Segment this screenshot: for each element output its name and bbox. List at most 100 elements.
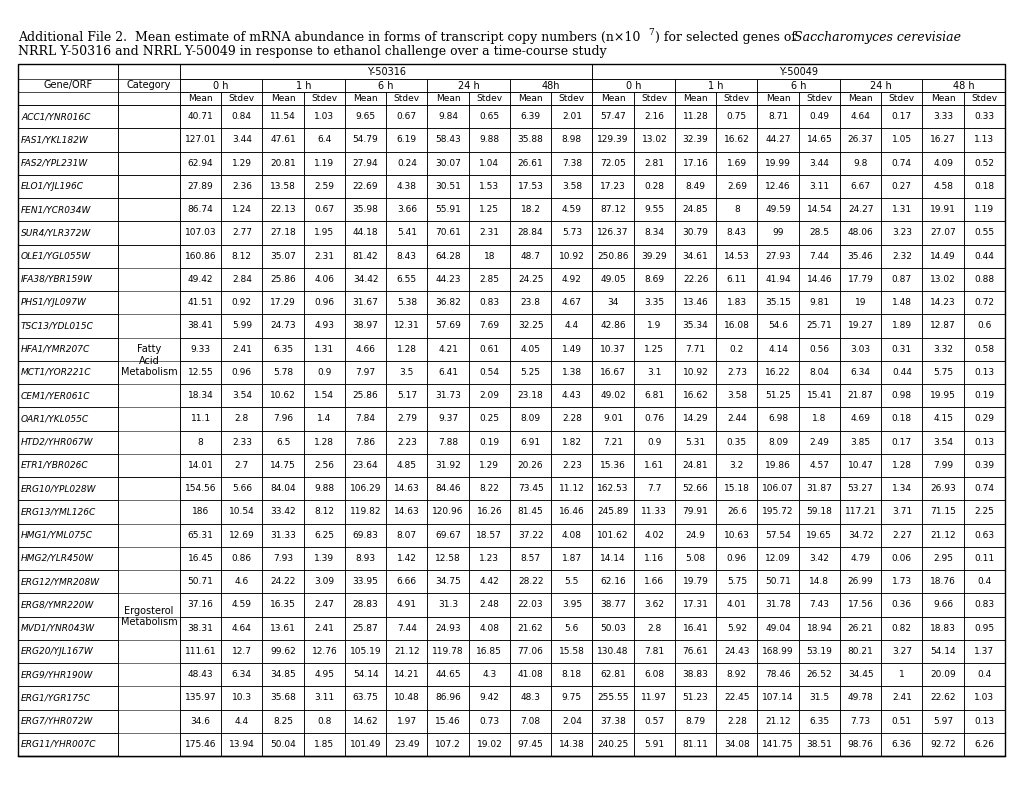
Text: 9.75: 9.75 xyxy=(561,693,582,702)
Text: 18.34: 18.34 xyxy=(187,391,213,400)
Bar xyxy=(921,79,1004,92)
Bar xyxy=(592,407,633,430)
Bar xyxy=(675,500,715,523)
Text: 14.53: 14.53 xyxy=(723,251,749,261)
Bar xyxy=(675,361,715,384)
Text: 186: 186 xyxy=(192,507,209,516)
Text: 7.86: 7.86 xyxy=(356,437,375,447)
Text: 1.25: 1.25 xyxy=(479,205,499,214)
Text: 84.04: 84.04 xyxy=(270,484,296,493)
Bar xyxy=(427,175,469,198)
Text: 3.71: 3.71 xyxy=(891,507,911,516)
Bar xyxy=(840,733,880,756)
Text: 64.28: 64.28 xyxy=(435,251,461,261)
Text: CEM1/YER061C: CEM1/YER061C xyxy=(21,391,91,400)
Bar xyxy=(262,221,304,244)
Text: ERG12/YMR208W: ERG12/YMR208W xyxy=(21,577,100,586)
Bar xyxy=(550,314,592,337)
Text: 1.85: 1.85 xyxy=(314,740,334,749)
Bar xyxy=(469,384,510,407)
Bar xyxy=(179,128,221,151)
Text: 1.28: 1.28 xyxy=(314,437,334,447)
Bar xyxy=(18,500,118,523)
Bar xyxy=(344,430,386,454)
Text: 9.81: 9.81 xyxy=(808,298,828,307)
Bar xyxy=(675,686,715,709)
Text: 70.61: 70.61 xyxy=(435,229,461,237)
Bar xyxy=(633,291,675,314)
Bar xyxy=(469,198,510,221)
Bar xyxy=(840,291,880,314)
Bar xyxy=(592,616,633,640)
Bar xyxy=(262,79,344,92)
Bar xyxy=(427,407,469,430)
Bar xyxy=(304,570,344,593)
Bar xyxy=(18,198,118,221)
Bar xyxy=(921,407,963,430)
Text: 0.54: 0.54 xyxy=(479,368,499,377)
Text: 4.21: 4.21 xyxy=(438,344,458,354)
Text: 6.81: 6.81 xyxy=(644,391,663,400)
Bar xyxy=(262,733,304,756)
Text: 3.1: 3.1 xyxy=(646,368,661,377)
Bar xyxy=(592,570,633,593)
Bar xyxy=(262,640,304,663)
Text: 24.22: 24.22 xyxy=(270,577,296,586)
Bar xyxy=(179,686,221,709)
Bar xyxy=(18,384,118,407)
Text: 9.8: 9.8 xyxy=(853,158,867,168)
Bar xyxy=(963,337,1004,361)
Text: 0.19: 0.19 xyxy=(479,437,499,447)
Bar xyxy=(757,593,798,616)
Bar xyxy=(715,570,757,593)
Text: 37.38: 37.38 xyxy=(599,716,626,726)
Text: 4.58: 4.58 xyxy=(932,182,952,191)
Bar xyxy=(221,500,262,523)
Text: 16.67: 16.67 xyxy=(599,368,626,377)
Text: 22.26: 22.26 xyxy=(682,275,707,284)
Text: 3.5: 3.5 xyxy=(399,368,414,377)
Bar xyxy=(840,151,880,175)
Text: 23.49: 23.49 xyxy=(393,740,419,749)
Text: 38.31: 38.31 xyxy=(187,623,213,633)
Text: 32.39: 32.39 xyxy=(682,136,708,144)
Text: 0.88: 0.88 xyxy=(973,275,994,284)
Bar xyxy=(550,105,592,128)
Bar xyxy=(262,337,304,361)
Bar xyxy=(757,128,798,151)
Bar xyxy=(798,523,840,547)
Text: 6.67: 6.67 xyxy=(850,182,870,191)
Bar xyxy=(18,523,118,547)
Text: 21.12: 21.12 xyxy=(764,716,790,726)
Text: 92.72: 92.72 xyxy=(929,740,955,749)
Bar xyxy=(179,570,221,593)
Bar xyxy=(798,105,840,128)
Text: 19.65: 19.65 xyxy=(806,530,832,540)
Bar xyxy=(427,500,469,523)
Text: 31.87: 31.87 xyxy=(806,484,832,493)
Bar xyxy=(221,105,262,128)
Bar xyxy=(179,384,221,407)
Text: 62.94: 62.94 xyxy=(187,158,213,168)
Bar xyxy=(592,454,633,477)
Bar xyxy=(427,733,469,756)
Bar xyxy=(18,709,118,733)
Bar xyxy=(510,384,550,407)
Text: 6.55: 6.55 xyxy=(396,275,417,284)
Text: 7.73: 7.73 xyxy=(850,716,870,726)
Text: 36.82: 36.82 xyxy=(435,298,461,307)
Text: 1.53: 1.53 xyxy=(479,182,499,191)
Text: Mean: Mean xyxy=(683,94,707,103)
Text: 14.23: 14.23 xyxy=(929,298,955,307)
Text: 4.93: 4.93 xyxy=(314,322,334,330)
Bar xyxy=(757,175,798,198)
Bar xyxy=(510,175,550,198)
Text: 19.27: 19.27 xyxy=(847,322,872,330)
Text: 0.35: 0.35 xyxy=(727,437,746,447)
Text: 175.46: 175.46 xyxy=(184,740,216,749)
Text: 1 h: 1 h xyxy=(708,80,723,91)
Text: 11.12: 11.12 xyxy=(558,484,584,493)
Text: 0 h: 0 h xyxy=(213,80,229,91)
Text: ERG13/YML126C: ERG13/YML126C xyxy=(21,507,96,516)
Bar xyxy=(221,384,262,407)
